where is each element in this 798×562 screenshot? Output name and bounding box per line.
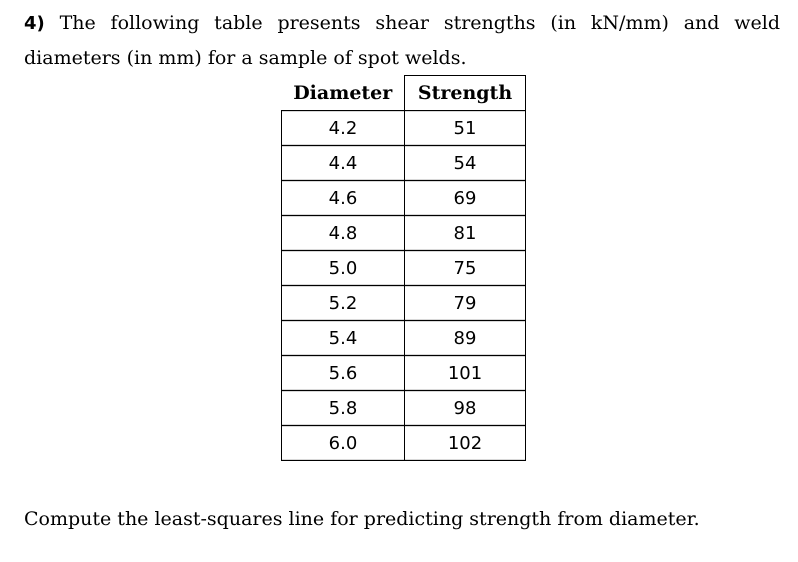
strength-cell: 75 xyxy=(404,250,526,286)
diameter-cell: 4.8 xyxy=(281,215,405,251)
strength-cell: 79 xyxy=(404,285,526,321)
diameter-cell: 6.0 xyxy=(281,425,405,461)
diameter-cell: 5.6 xyxy=(281,355,405,391)
diameter-cell: 4.4 xyxy=(281,145,405,181)
column-header-diameter: Diameter xyxy=(281,75,405,111)
question-text: Compute the least-squares line for predi… xyxy=(24,508,700,530)
diameter-cell: 5.8 xyxy=(281,390,405,426)
table-row: 5.4 89 xyxy=(281,320,526,356)
table-row: 5.0 75 xyxy=(281,250,526,286)
strength-cell: 102 xyxy=(404,425,526,461)
problem-statement: 4) The following table presents shear st… xyxy=(24,6,780,76)
strength-cell: 81 xyxy=(404,215,526,251)
diameter-cell: 5.4 xyxy=(281,320,405,356)
table-row: 4.8 81 xyxy=(281,215,526,251)
problem-text: The following table presents shear stren… xyxy=(24,12,780,69)
diameter-cell: 4.2 xyxy=(281,110,405,146)
diameter-cell: 4.6 xyxy=(281,180,405,216)
strength-cell: 101 xyxy=(404,355,526,391)
table-row: 4.2 51 xyxy=(281,110,526,146)
diameter-cell: 5.0 xyxy=(281,250,405,286)
table-row: 4.4 54 xyxy=(281,145,526,181)
column-header-strength: Strength xyxy=(404,75,526,111)
table-header-row: Diameter Strength xyxy=(281,75,526,111)
table-row: 5.8 98 xyxy=(281,390,526,426)
table-row: 5.2 79 xyxy=(281,285,526,321)
strength-cell: 51 xyxy=(404,110,526,146)
strength-cell: 54 xyxy=(404,145,526,181)
diameter-cell: 5.2 xyxy=(281,285,405,321)
table-row: 6.0 102 xyxy=(281,425,526,461)
strength-cell: 98 xyxy=(404,390,526,426)
strength-cell: 89 xyxy=(404,320,526,356)
table-row: 5.6 101 xyxy=(281,355,526,391)
table-row: 4.6 69 xyxy=(281,180,526,216)
strength-cell: 69 xyxy=(404,180,526,216)
data-table: Diameter Strength 4.2 51 4.4 54 4.6 69 4… xyxy=(281,75,526,461)
problem-number: 4) xyxy=(24,13,45,34)
